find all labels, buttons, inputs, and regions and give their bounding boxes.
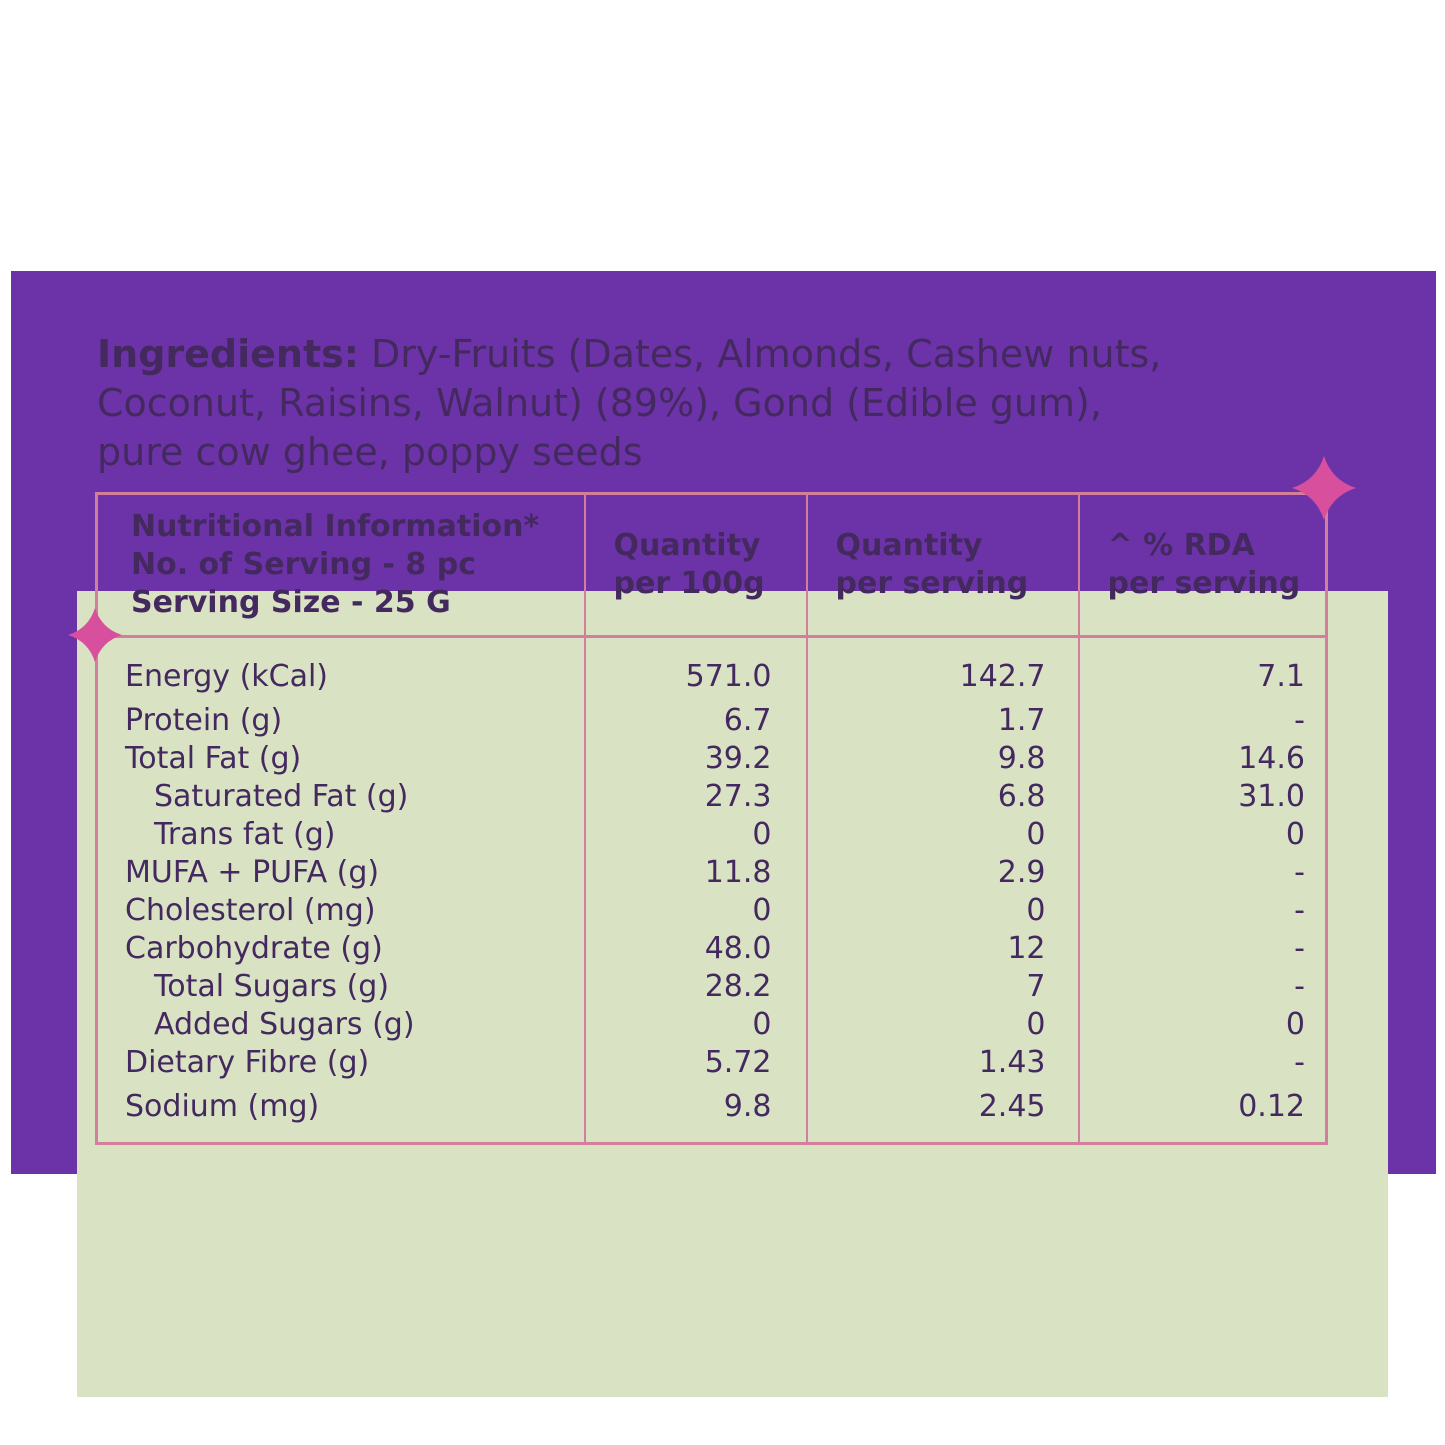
- value-rda: 0.12: [1238, 1088, 1305, 1124]
- row-label: Total Sugars (g): [96, 968, 586, 1006]
- value-per-100g: 0: [584, 816, 808, 854]
- value-per-serving: 0: [806, 892, 1080, 930]
- table-row: Energy (kCal) 571.0 142.7 7.1: [96, 636, 1327, 702]
- ingredients-label: Ingredients:: [97, 332, 359, 376]
- table-row: Trans fat (g) 0 0 0: [96, 816, 1327, 854]
- header-rda-line-1: ^ % RDA: [1107, 528, 1255, 563]
- table-row: Added Sugars (g) 0 0 0: [96, 1006, 1327, 1044]
- value-rda: -: [1294, 855, 1305, 890]
- ingredients-paragraph: Ingredients: Dry-Fruits (Dates, Almonds,…: [97, 330, 1337, 477]
- table-row: Carbohydrate (g) 48.0 12 -: [96, 930, 1327, 968]
- header-q100-line-2: per 100g: [613, 566, 765, 601]
- value-rda: -: [1294, 703, 1305, 738]
- value-per-serving: 0: [806, 1006, 1080, 1044]
- value-rda: -: [1294, 931, 1305, 966]
- row-label: Added Sugars (g): [96, 1006, 586, 1044]
- value-per-100g: 5.72: [584, 1044, 808, 1082]
- row-label: Saturated Fat (g): [96, 778, 586, 816]
- value-per-100g: 0: [584, 892, 808, 930]
- table-row: Sodium (mg) 9.8 2.45 0.12: [96, 1082, 1327, 1144]
- ingredients-line-2: Coconut, Raisins, Walnut) (89%), Gond (E…: [97, 381, 1102, 425]
- table-row: Cholesterol (mg) 0 0-: [96, 892, 1327, 930]
- header-nutritional-info: Nutritional Information* No. of Serving …: [96, 493, 586, 638]
- value-per-100g: 6.7: [584, 702, 808, 740]
- header-qserv-line-1: Quantity: [835, 528, 983, 563]
- value-per-serving: 1.7: [806, 702, 1080, 740]
- table-row: MUFA + PUFA (g) 11.8 2.9 -: [96, 854, 1327, 892]
- value-per-100g: 571.0: [584, 636, 808, 702]
- table-row: Dietary Fibre (g) 5.72 1.43 -: [96, 1044, 1327, 1082]
- table-row: Saturated Fat (g) 27.3 6.8 31.0: [96, 778, 1327, 816]
- value-per-serving: 12: [806, 930, 1080, 968]
- value-per-100g: 28.2: [584, 968, 808, 1006]
- row-label: Protein (g): [96, 702, 586, 740]
- value-rda: -: [1294, 893, 1305, 928]
- nutrition-table: Nutritional Information* No. of Serving …: [95, 492, 1328, 1145]
- value-per-serving: 7: [806, 968, 1080, 1006]
- header-info-line-1: Nutritional Information*: [131, 509, 540, 544]
- value-rda: 14.6: [1238, 741, 1305, 776]
- row-label: Total Fat (g): [96, 740, 586, 778]
- header-quantity-per-serving: Quantity per serving: [806, 493, 1080, 638]
- value-rda: -: [1294, 1045, 1305, 1080]
- value-per-100g: 0: [584, 1006, 808, 1044]
- value-rda: 31.0: [1238, 779, 1305, 814]
- table-header-row: Nutritional Information* No. of Serving …: [96, 493, 1327, 638]
- value-per-serving: 2.9: [806, 854, 1080, 892]
- header-qserv-line-2: per serving: [835, 566, 1029, 601]
- table-row: Total Sugars (g) 28.2 7 -: [96, 968, 1327, 1006]
- value-per-100g: 27.3: [584, 778, 808, 816]
- nutrition-table-body: Energy (kCal) 571.0 142.7 7.1 Protein (g) 6.7…: [96, 636, 1327, 1144]
- row-label: Carbohydrate (g): [96, 930, 586, 968]
- value-per-serving: 6.8: [806, 778, 1080, 816]
- value-rda: 0: [1285, 817, 1305, 852]
- row-label: MUFA + PUFA (g): [96, 854, 586, 892]
- value-per-100g: 48.0: [584, 930, 808, 968]
- row-label: Cholesterol (mg): [96, 892, 586, 930]
- header-info-line-2: No. of Serving - 8 pc: [131, 547, 476, 582]
- ingredients-line-1: Dry-Fruits (Dates, Almonds, Cashew nuts,: [371, 332, 1162, 376]
- header-quantity-per-100g: Quantity per 100g: [584, 493, 808, 638]
- row-label: Energy (kCal): [96, 636, 586, 702]
- value-per-serving: 0: [806, 816, 1080, 854]
- header-rda-line-2: per serving: [1107, 566, 1301, 601]
- row-label: Sodium (mg): [96, 1082, 586, 1144]
- ingredients-line-3: pure cow ghee, poppy seeds: [97, 430, 643, 474]
- value-per-serving: 1.43: [806, 1044, 1080, 1082]
- value-per-serving: 142.7: [806, 636, 1080, 702]
- value-per-100g: 11.8: [584, 854, 808, 892]
- row-label: Trans fat (g): [96, 816, 586, 854]
- value-per-serving: 2.45: [806, 1082, 1080, 1144]
- header-info-line-3: Serving Size - 25 G: [131, 585, 451, 620]
- value-rda: -: [1294, 969, 1305, 1004]
- header-rda-per-serving: ^ % RDA per serving: [1078, 493, 1327, 638]
- value-rda: 0: [1285, 1007, 1305, 1042]
- value-per-100g: 39.2: [584, 740, 808, 778]
- value-per-serving: 9.8: [806, 740, 1080, 778]
- value-per-100g: 9.8: [584, 1082, 808, 1144]
- row-label: Dietary Fibre (g): [96, 1044, 586, 1082]
- value-rda: 7.1: [1257, 658, 1305, 694]
- table-row: Total Fat (g) 39.2 9.8 14.6: [96, 740, 1327, 778]
- table-row: Protein (g) 6.7 1.7 -: [96, 702, 1327, 740]
- header-q100-line-1: Quantity: [613, 528, 761, 563]
